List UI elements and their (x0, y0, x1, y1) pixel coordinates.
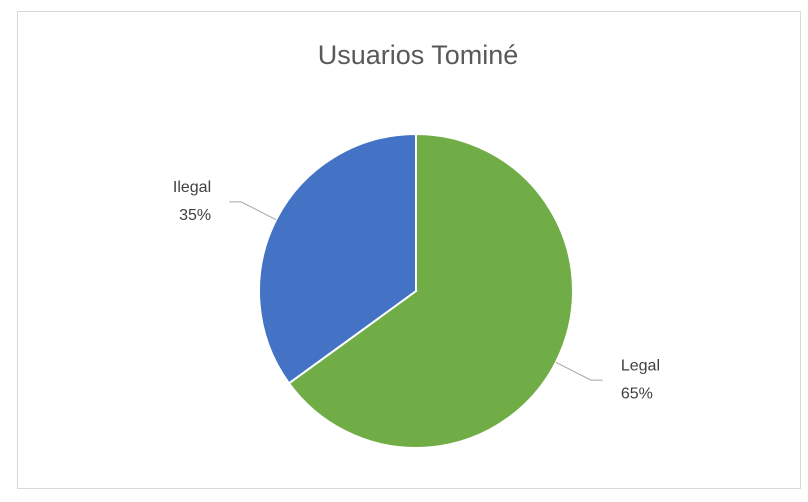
leader-line (555, 361, 603, 381)
data-label-value: 65% (621, 385, 653, 402)
pie-slice (287, 132, 574, 449)
chart-title: Usuarios Tominé (318, 40, 519, 70)
leader-line (229, 201, 277, 221)
data-label-category: Legal (621, 357, 660, 374)
data-label-value: 35% (179, 207, 211, 224)
data-label-category: Ilegal (173, 179, 211, 196)
